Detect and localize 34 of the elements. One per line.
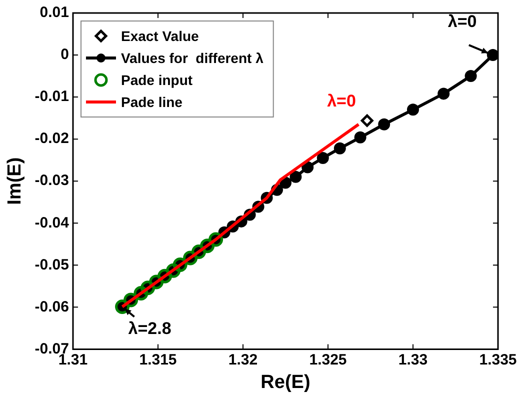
legend-label: Values for different λ <box>120 50 264 66</box>
x-tick-label: 1.32 <box>228 351 258 368</box>
point <box>464 70 477 82</box>
y-tick-label: 0.01 <box>40 4 69 22</box>
point <box>279 176 292 189</box>
annotation: λ=0 <box>448 12 477 32</box>
legend-label: Pade line <box>120 94 183 110</box>
point <box>290 170 302 183</box>
x-tick-label: 1.335 <box>479 351 517 368</box>
legend-label: Exact Value <box>120 28 200 44</box>
annotation: λ=2.8 <box>128 318 172 338</box>
point <box>486 49 498 62</box>
y-axis-title: Im(E) <box>4 157 26 205</box>
y-tick-label: -0.05 <box>34 256 69 274</box>
annotation: λ=0 <box>327 92 356 111</box>
y-tick-label: -0.03 <box>34 172 69 190</box>
point <box>360 114 374 127</box>
point <box>316 152 329 164</box>
x-tick-label: 1.325 <box>309 351 347 368</box>
y-tick-label: -0.02 <box>34 130 69 148</box>
y-tick-label: -0.04 <box>34 214 70 232</box>
y-tick-label: 0 <box>60 46 69 64</box>
legend-label: Pade input <box>120 72 193 88</box>
point <box>334 142 346 154</box>
point <box>438 88 450 100</box>
y-tick-label: -0.01 <box>34 88 69 106</box>
x-tick-label: 1.33 <box>398 351 428 368</box>
y-tick-label: -0.06 <box>34 298 69 316</box>
point <box>302 161 314 174</box>
point <box>378 118 390 130</box>
point <box>407 104 419 116</box>
x-axis-title: Re(E) <box>260 372 310 393</box>
point <box>354 131 366 144</box>
x-tick-label: 1.315 <box>139 351 177 368</box>
